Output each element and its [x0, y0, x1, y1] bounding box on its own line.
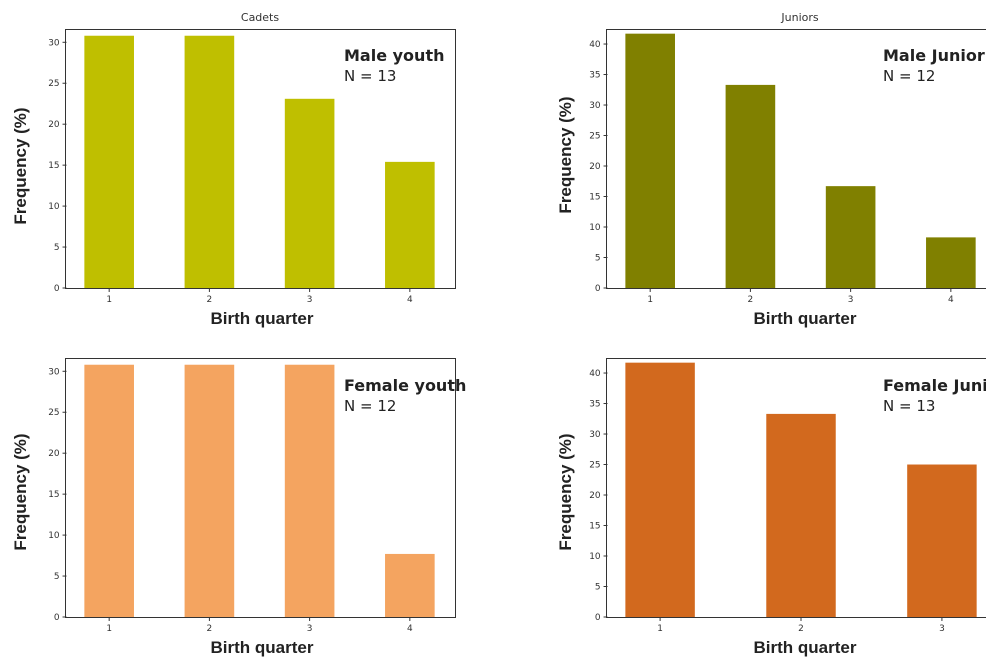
plot-area: 0 5 10 15 20 25 30 35 40 1 2 3 4	[589, 29, 986, 305]
bar-2	[184, 364, 235, 617]
y-tick-label: 20	[589, 491, 601, 501]
y-tick-label: 30	[48, 38, 60, 48]
plot-area: 0 5 10 15 20 25 30 35 40 1 2 3	[589, 358, 986, 634]
y-tick-label: 30	[589, 430, 601, 440]
x-tick-label: 3	[307, 624, 313, 634]
bar-1	[84, 364, 134, 617]
y-tick-label: 20	[48, 120, 60, 130]
y-tick-label: 25	[48, 408, 59, 418]
bar-1	[84, 35, 134, 288]
x-tick-label: 2	[207, 624, 213, 634]
x-tick-label: 1	[657, 624, 663, 634]
x-axis-label: Birth quarter	[210, 309, 314, 328]
annotation-n: N = 12	[344, 397, 397, 415]
bar-4	[385, 553, 435, 617]
y-tick-label: 20	[589, 162, 601, 172]
x-tick-label: 1	[647, 295, 653, 305]
x-tick-label: 4	[407, 295, 413, 305]
y-tick-label: 15	[48, 490, 59, 500]
y-axis-label: Frequency (%)	[556, 433, 575, 551]
x-tick-label: 1	[106, 624, 112, 634]
y-tick-label: 10	[48, 531, 60, 541]
x-tick-label: 4	[948, 295, 954, 305]
y-tick-label: 30	[589, 101, 601, 111]
chart-title: Cadets	[240, 11, 280, 24]
bar-3	[284, 98, 335, 288]
chart-title: Juniors	[781, 11, 819, 24]
bar-2	[184, 35, 235, 288]
y-tick-label: 0	[54, 284, 60, 294]
y-tick-label: 15	[48, 161, 59, 171]
y-tick-label: 25	[589, 131, 600, 141]
x-axis-label: Birth quarter	[753, 309, 857, 328]
x-tick-label: 3	[848, 295, 854, 305]
annotation-title: Female youth	[344, 376, 467, 395]
bar-2	[766, 413, 836, 617]
bar-3	[284, 364, 335, 617]
x-tick-label: 3	[939, 624, 945, 634]
bar-4	[385, 161, 435, 288]
y-tick-label: 0	[595, 613, 601, 623]
y-axis-label: Frequency (%)	[11, 107, 30, 225]
y-tick-label: 0	[595, 284, 601, 294]
bar-4	[926, 237, 976, 288]
annotation-title: Male youth	[344, 46, 445, 65]
y-tick-label: 20	[48, 449, 60, 459]
y-tick-label: 40	[589, 40, 601, 50]
annotation-title: Male Junior	[883, 46, 985, 65]
y-tick-label: 10	[48, 202, 60, 212]
bar-1	[625, 362, 695, 617]
y-axis-label: Frequency (%)	[11, 433, 30, 551]
y-tick-label: 40	[589, 369, 601, 379]
annotation-n: N = 13	[883, 397, 936, 415]
x-tick-label: 2	[798, 624, 804, 634]
y-tick-label: 10	[589, 223, 601, 233]
y-tick-label: 35	[589, 400, 600, 410]
y-tick-label: 35	[589, 71, 600, 81]
y-tick-label: 15	[589, 521, 600, 531]
y-tick-label: 5	[54, 572, 60, 582]
y-tick-label: 25	[48, 79, 59, 89]
x-tick-label: 3	[307, 295, 313, 305]
x-tick-label: 4	[407, 624, 413, 634]
annotation-title: Female Junior	[883, 376, 986, 395]
plot-area: 0 5 10 15 20 25 30 1 2 3 4	[48, 358, 456, 634]
y-tick-label: 30	[48, 367, 60, 377]
plot-area: 0 5 10 15 20 25 30 1 2 3 4	[48, 29, 456, 305]
y-tick-label: 0	[54, 613, 60, 623]
y-axis-label: Frequency (%)	[556, 96, 575, 214]
x-tick-label: 2	[207, 295, 213, 305]
annotation-n: N = 12	[883, 67, 936, 85]
y-tick-label: 5	[595, 582, 601, 592]
y-tick-label: 15	[589, 192, 600, 202]
x-tick-label: 2	[748, 295, 754, 305]
bar-2	[725, 84, 776, 288]
x-axis-label: Birth quarter	[210, 638, 314, 657]
y-tick-label: 5	[595, 253, 601, 263]
bar-1	[625, 33, 675, 288]
y-tick-label: 10	[589, 552, 601, 562]
annotation-n: N = 13	[344, 67, 397, 85]
x-axis-label: Birth quarter	[753, 638, 857, 657]
y-tick-label: 25	[589, 460, 600, 470]
x-tick-label: 1	[106, 295, 112, 305]
bar-3	[825, 186, 876, 288]
y-tick-label: 5	[54, 243, 60, 253]
bar-3	[907, 464, 977, 617]
